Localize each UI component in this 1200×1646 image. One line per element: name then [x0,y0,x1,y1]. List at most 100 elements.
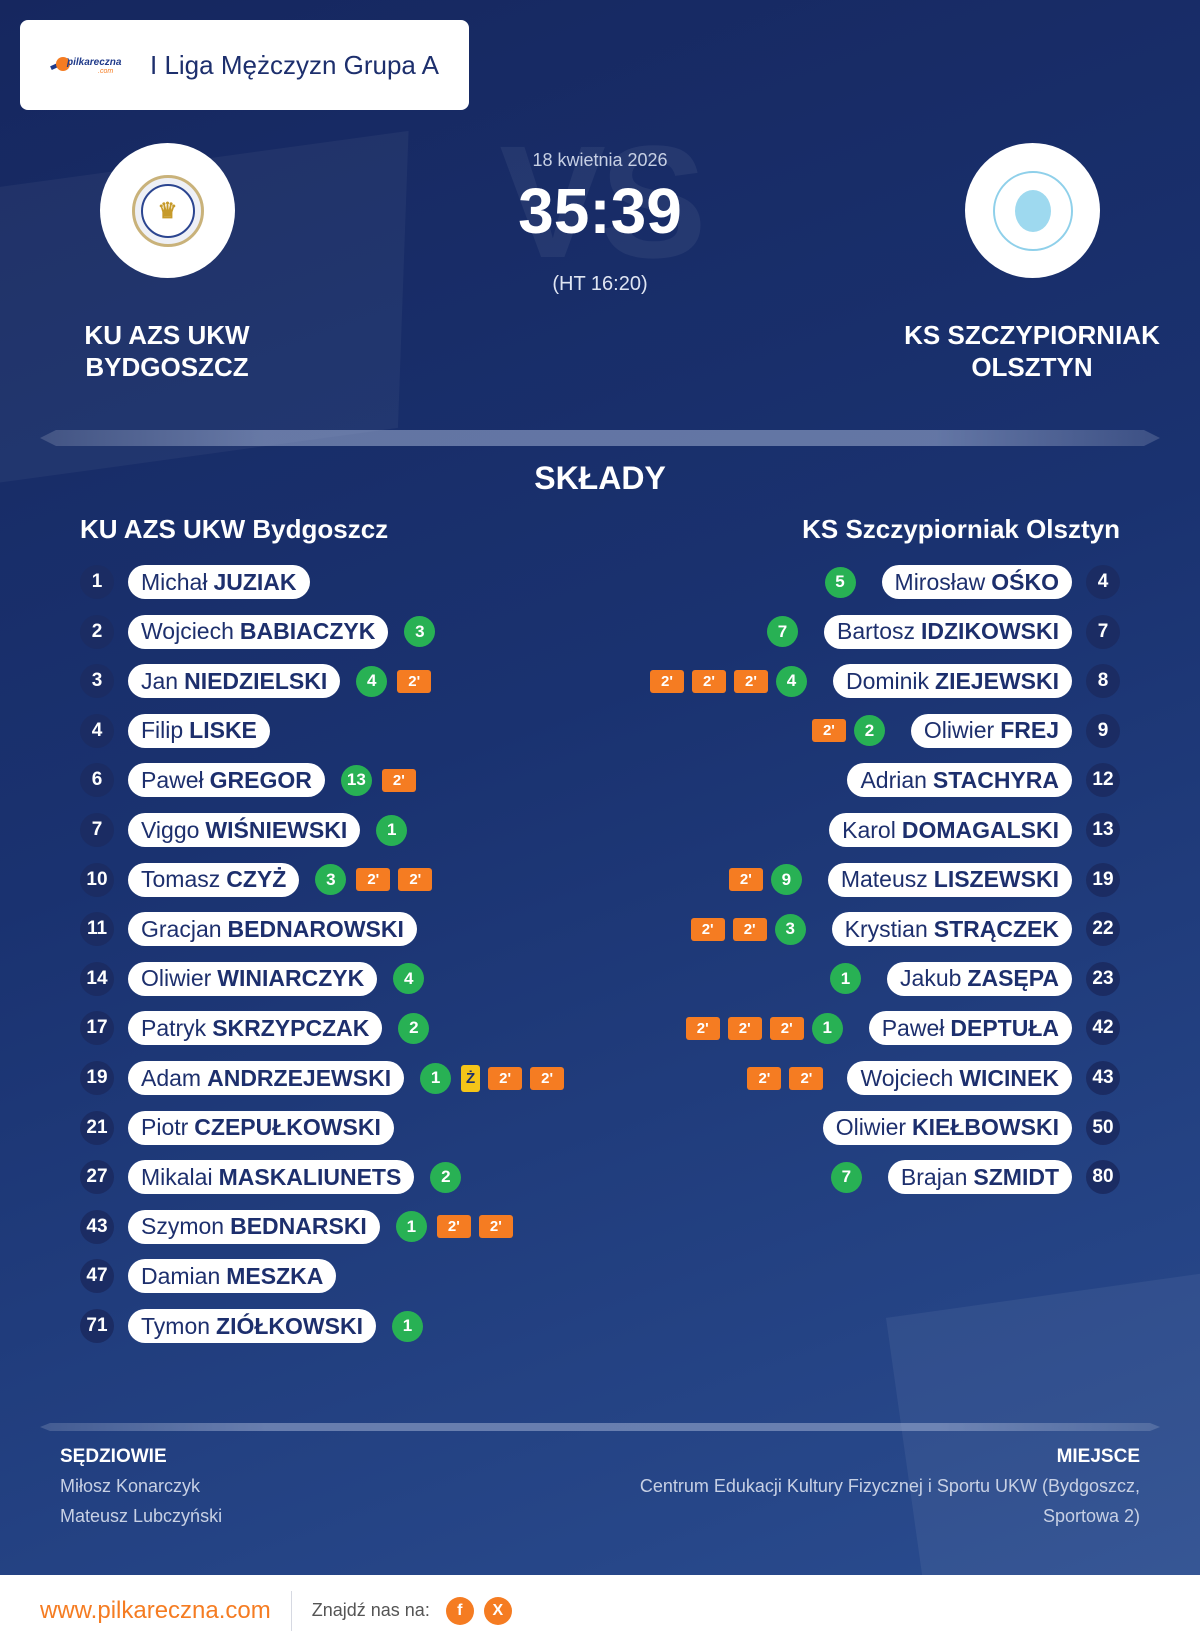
player-last-name: BEDNAROWSKI [227,915,404,942]
player-last-name: ZASĘPA [967,965,1059,992]
player-last-name: ZIEJEWSKI [935,667,1059,694]
final-score: 35:39 [518,175,682,247]
shirt-number: 42 [1086,1011,1120,1046]
player-stats: 1 [391,1310,433,1342]
suspension-badge: 2' [488,1066,523,1090]
suspension-badge: 2' [811,719,846,743]
goals-badge: 2 [398,1012,430,1044]
facebook-icon[interactable]: f [445,1596,474,1625]
venue-text: Centrum Edukacji Kultury Fizycznej i Spo… [639,1476,1140,1526]
player-name: Oliwier WINIARCZYK [128,961,378,996]
player-first-name: Adam [141,1064,202,1091]
player-first-name: Szymon [141,1213,225,1240]
player-name: Karol DOMAGALSKI [829,813,1072,847]
player-first-name: Oliwier [923,717,995,744]
player-row: 6 Paweł GREGOR 13 2' [80,763,424,798]
player-last-name: SKRZYPCZAK [212,1014,370,1041]
player-last-name: STACHYRA [932,766,1059,793]
goals-badge: 4 [356,665,388,697]
player-first-name: Tymon [141,1312,211,1339]
separator [290,1590,292,1631]
player-last-name: DOMAGALSKI [901,816,1059,843]
player-first-name: Bartosz [837,618,915,645]
player-name: Oliwier KIEŁBOWSKI [822,1110,1072,1145]
player-first-name: Tomasz [141,866,221,893]
player-last-name: SZMIDT [973,1163,1059,1190]
goals-badge: 1 [391,1310,423,1342]
player-last-name: NIEDZIELSKI [184,667,328,694]
player-last-name: STRĄCZEK [933,915,1059,942]
suspension-badge: 2' [381,768,416,792]
x-icon[interactable]: X [483,1596,512,1625]
player-first-name: Mikalai [141,1163,213,1190]
goals-badge: 13 [340,764,372,796]
suspension-badge: 2' [789,1066,824,1090]
player-row: 14 Oliwier WINIARCZYK 4 [80,961,434,996]
goals-badge: 2 [853,715,885,747]
player-stats: 1 [830,963,871,995]
divider [40,1423,1160,1431]
player-row: 10 Tomasz CZYŻ 3 2' 2' [80,862,440,897]
suspension-badge: 2' [436,1215,471,1239]
pilkareczna-logo[interactable]: pilkareczna .com [50,48,130,82]
shirt-number: 43 [80,1209,114,1244]
player-last-name: MESZKA [226,1262,324,1289]
goals-badge: 7 [830,1161,862,1193]
player-row: 8 Dominik ZIEJEWSKI 2' 2' 2' 4 [649,664,1120,699]
player-first-name: Damian [141,1262,221,1289]
goals-badge: 4 [775,665,807,697]
goals-badge: 3 [404,616,436,648]
player-last-name: CZYŻ [226,866,287,893]
shirt-number: 80 [1086,1160,1120,1195]
shirt-number: 43 [1086,1061,1120,1095]
match-date: 18 kwietnia 2026 [532,150,668,170]
suspension-badge: 2' [530,1066,565,1090]
player-first-name: Karol [842,816,896,843]
player-stats: 2' 2' [747,1066,831,1090]
shirt-number: 7 [80,813,114,847]
player-last-name: KIEŁBOWSKI [912,1114,1059,1141]
suspension-badge: 2' [733,669,768,693]
goals-badge: 1 [395,1211,427,1243]
goals-badge: 3 [315,864,347,896]
site-link[interactable]: www.pilkareczna.com [40,1596,271,1624]
player-name: Adam ANDRZEJEWSKI [128,1061,405,1095]
player-row: 3 Jan NIEDZIELSKI 4 2' [80,664,439,699]
player-row: 23 Jakub ZASĘPA 1 [830,961,1120,996]
player-stats: 7 [830,1161,872,1193]
player-name: Mateusz LISZEWSKI [827,862,1072,897]
player-stats: 7 [767,616,808,648]
divider [40,430,1160,446]
player-first-name: Jan [141,667,179,694]
player-name: Jakub ZASĘPA [887,961,1072,996]
player-row: 7 Viggo WIŚNIEWSKI 1 [80,813,417,847]
shirt-number: 4 [1086,565,1120,599]
shirt-number: 4 [80,713,114,748]
away-team-logo [965,143,1100,278]
player-first-name: Patryk [141,1014,207,1041]
player-row: 21 Piotr CZEPUŁKOWSKI [80,1110,394,1145]
player-first-name: Michał [141,568,208,595]
player-last-name: CZEPUŁKOWSKI [194,1114,381,1141]
away-squad-title: KS Szczypiorniak Olsztyn [802,514,1120,544]
player-name: Tymon ZIÓŁKOWSKI [128,1309,376,1343]
player-last-name: WICINEK [959,1064,1059,1091]
suspension-badge: 2' [769,1016,804,1040]
player-row: 1 Michał JUZIAK [80,565,310,599]
shirt-number: 47 [80,1259,114,1294]
shirt-number: 2 [80,614,114,649]
lineups-title: SKŁADY [534,460,666,496]
referees-list: Miłosz Konarczyk Mateusz Lubczyński [60,1471,222,1531]
player-stats: 3 [404,616,445,648]
shirt-number: 19 [80,1061,114,1095]
venue-title: MIEJSCE [1056,1446,1140,1467]
player-row: 50 Oliwier KIEŁBOWSKI [822,1110,1120,1145]
shirt-number: 23 [1086,961,1120,996]
player-name: Gracjan BEDNAROWSKI [128,912,417,947]
shirt-number: 7 [1086,614,1120,649]
player-last-name: DEPTUŁA [950,1014,1059,1041]
player-first-name: Viggo [141,816,200,843]
player-first-name: Mateusz [840,866,928,893]
shirt-number: 10 [80,862,114,897]
player-first-name: Wojciech [141,618,234,645]
